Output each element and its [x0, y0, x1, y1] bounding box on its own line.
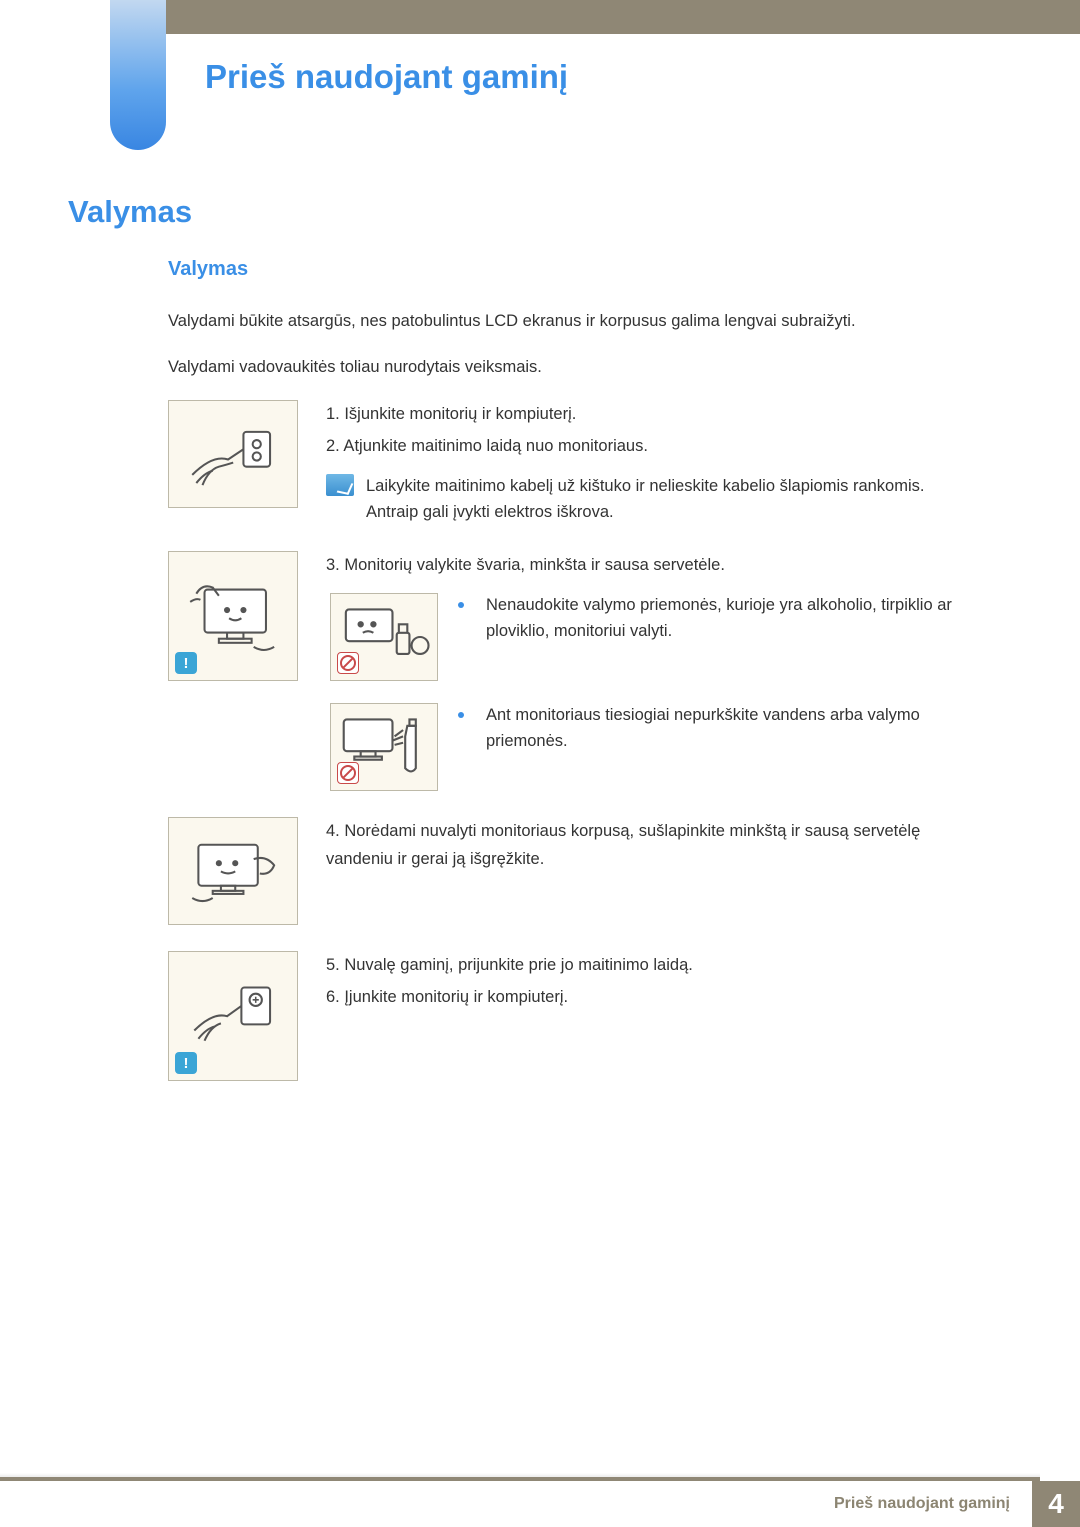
- intro-paragraph-1: Valydami būkite atsargūs, nes patobulint…: [168, 309, 968, 335]
- bullet-row-1: Nenaudokite valymo priemonės, kurioje yr…: [458, 593, 968, 644]
- page-number: 4: [1032, 1481, 1080, 1527]
- bullet-dot-icon: [458, 712, 464, 718]
- prohibit-badge-icon: [337, 652, 359, 674]
- page-footer: Prieš naudojant gaminį 4: [88, 1481, 1080, 1527]
- illustration-no-chemicals: [330, 593, 438, 681]
- step-text-3: 3. Monitorių valykite švaria, minkšta ir…: [326, 551, 968, 791]
- bullet-dot-icon: [458, 602, 464, 608]
- step-line-2: 2. Atjunkite maitinimo laidą nuo monitor…: [326, 432, 968, 460]
- step-block-5: ! 5. Nuvalę gaminį, prijunkite prie jo m…: [168, 951, 968, 1081]
- bullet-row-2: Ant monitoriaus tiesiogiai nepurkškite v…: [458, 703, 968, 754]
- header-band: [140, 0, 1080, 34]
- step-line-1: 1. Išjunkite monitorių ir kompiuterį.: [326, 400, 968, 428]
- chapter-title: Prieš naudojant gaminį: [205, 58, 568, 96]
- illustration-no-spray: [330, 703, 438, 791]
- sub-bullet-2: Ant monitoriaus tiesiogiai nepurkškite v…: [330, 703, 968, 791]
- illustration-plug-in: !: [168, 951, 298, 1081]
- illustration-unplug: [168, 400, 298, 508]
- bullet-text-2: Ant monitoriaus tiesiogiai nepurkškite v…: [486, 703, 968, 754]
- intro-paragraph-2: Valydami vadovaukitės toliau nurodytais …: [168, 355, 968, 381]
- step-text-5: 5. Nuvalę gaminį, prijunkite prie jo mai…: [326, 951, 968, 1015]
- chapter-tab: [110, 0, 166, 150]
- note-icon: [326, 474, 354, 496]
- content-area: Valymas Valydami būkite atsargūs, nes pa…: [168, 258, 968, 1107]
- bullet-text-1: Nenaudokite valymo priemonės, kurioje yr…: [486, 593, 968, 644]
- step-line-6: 6. Įjunkite monitorių ir kompiuterį.: [326, 983, 968, 1011]
- subsection-title: Valymas: [168, 258, 968, 281]
- step-block-4: 4. Norėdami nuvalyti monitoriaus korpusą…: [168, 817, 968, 925]
- illustration-wipe-body: [168, 817, 298, 925]
- info-badge-icon: !: [175, 1052, 197, 1074]
- sub-bullet-1: Nenaudokite valymo priemonės, kurioje yr…: [330, 593, 968, 681]
- section-title: Valymas: [68, 194, 192, 230]
- step-block-3: ! 3. Monitorių valykite švaria, minkšta …: [168, 551, 968, 791]
- info-badge-icon: !: [175, 652, 197, 674]
- step-text-1: 1. Išjunkite monitorių ir kompiuterį. 2.…: [326, 400, 968, 525]
- prohibit-badge-icon: [337, 762, 359, 784]
- step-line-5: 5. Nuvalę gaminį, prijunkite prie jo mai…: [326, 951, 968, 979]
- footer-chapter-label: Prieš naudojant gaminį: [834, 1481, 1032, 1527]
- note-text: Laikykite maitinimo kabelį už kištuko ir…: [366, 474, 968, 525]
- step-block-1: 1. Išjunkite monitorių ir kompiuterį. 2.…: [168, 400, 968, 525]
- step-text-4: 4. Norėdami nuvalyti monitoriaus korpusą…: [326, 817, 968, 873]
- illustration-wipe-screen: !: [168, 551, 298, 681]
- note-row: Laikykite maitinimo kabelį už kištuko ir…: [326, 474, 968, 525]
- step-line-3: 3. Monitorių valykite švaria, minkšta ir…: [326, 551, 968, 579]
